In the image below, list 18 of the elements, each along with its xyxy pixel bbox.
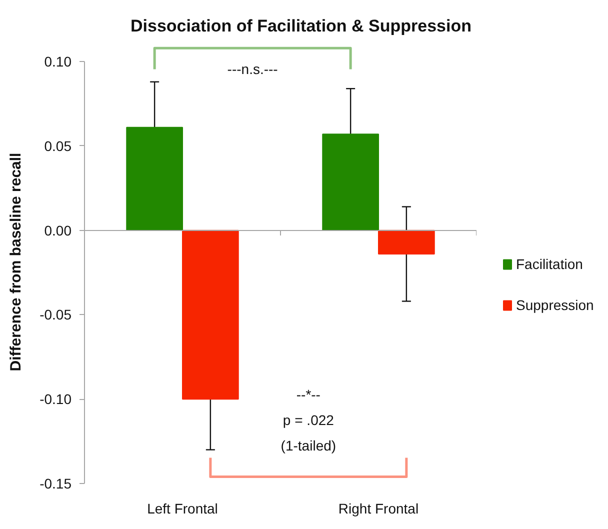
x-tick-label: Left Frontal <box>147 500 218 516</box>
x-tick-label: Right Frontal <box>338 500 419 516</box>
y-tick-label: 0.05 <box>44 138 72 154</box>
annotation: ---n.s.--- <box>227 60 278 77</box>
y-tick-label: 0.00 <box>44 222 72 238</box>
bar <box>322 134 379 231</box>
bar <box>378 230 435 254</box>
y-tick-label: -0.05 <box>40 306 72 323</box>
y-axis-title: Difference from baseline recall <box>8 152 25 372</box>
bar <box>126 126 183 231</box>
y-tick-label: -0.10 <box>40 391 72 408</box>
legend-label: Suppression <box>516 297 594 313</box>
y-tick-label: 0.10 <box>44 54 72 70</box>
annotation: --*-- p = .022 (1-tailed) <box>280 386 336 454</box>
bar <box>182 230 239 400</box>
chart-title: Dissociation of Facilitation & Suppression <box>130 16 472 36</box>
y-tick-label: -0.15 <box>40 476 72 492</box>
legend-label: Facilitation <box>516 256 583 272</box>
